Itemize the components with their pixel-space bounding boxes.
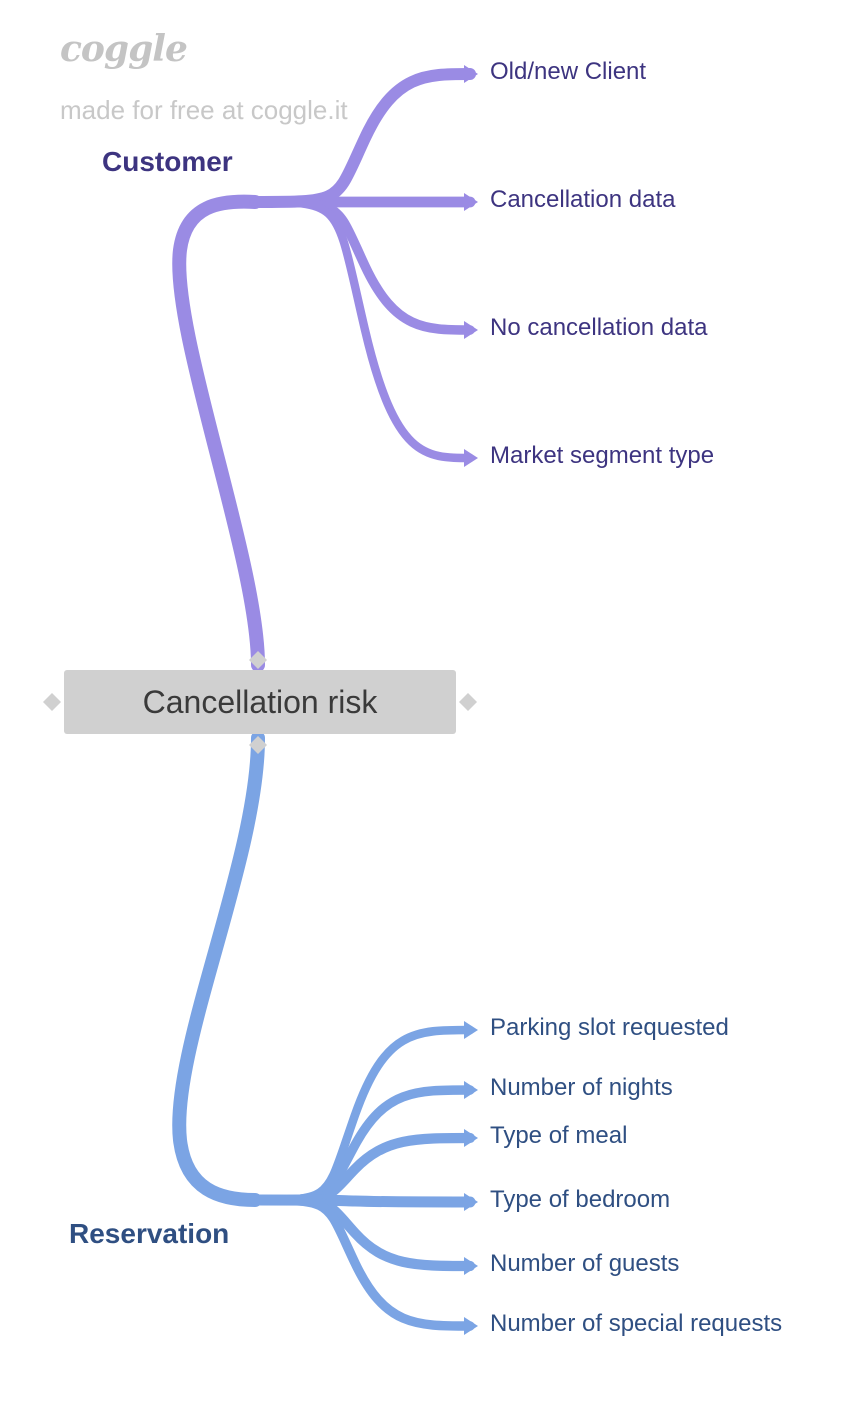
arrow-reservation-leaf — [464, 1257, 478, 1275]
leaf-cancellation-data[interactable]: Cancellation data — [490, 186, 676, 213]
arrow-customer-leaf — [464, 321, 478, 339]
leaf-no-cancellation-data[interactable]: No cancellation data — [490, 314, 708, 341]
branch-label-customer[interactable]: Customer — [102, 146, 233, 177]
root-handle — [249, 736, 267, 754]
root-label: Cancellation risk — [142, 683, 378, 720]
leaf-type-of-meal[interactable]: Type of meal — [490, 1122, 628, 1149]
leaf-number-of-special-requests[interactable]: Number of special requests — [490, 1310, 783, 1337]
arrow-reservation-leaf — [464, 1193, 478, 1211]
root-node[interactable]: Cancellation risk — [64, 670, 456, 734]
trunk-customer — [172, 194, 265, 672]
arrow-reservation-leaf — [464, 1129, 478, 1147]
leaf-number-of-guests[interactable]: Number of guests — [490, 1250, 680, 1277]
arrow-customer-leaf — [464, 449, 478, 467]
leaf-old-new-client[interactable]: Old/new Client — [490, 58, 647, 85]
watermark-text: made for free at coggle.it — [60, 95, 348, 125]
edge-customer-leaf — [249, 68, 476, 208]
arrow-reservation-leaf — [464, 1317, 478, 1335]
leaf-market-segment-type[interactable]: Market segment type — [490, 442, 715, 469]
coggle-logo: coggle — [60, 28, 188, 70]
connector-lines — [43, 65, 478, 1335]
arrow-reservation-leaf — [464, 1021, 478, 1039]
leaf-number-of-nights[interactable]: Number of nights — [490, 1074, 673, 1101]
arrow-customer-leaf — [464, 193, 478, 211]
edge-reservation-leaf — [249, 1194, 476, 1272]
edge-reservation-leaf — [250, 1195, 475, 1331]
edge-reservation-leaf — [250, 1025, 475, 1205]
arrow-reservation-leaf — [464, 1081, 478, 1099]
root-handle — [249, 651, 267, 669]
root-handle — [43, 693, 61, 711]
leaf-parking-slot-requested[interactable]: Parking slot requested — [490, 1014, 729, 1041]
branch-label-reservation[interactable]: Reservation — [69, 1218, 230, 1249]
edge-customer-leaf — [250, 197, 475, 463]
edge-reservation-leaf — [249, 1132, 476, 1206]
arrow-customer-leaf — [464, 65, 478, 83]
root-handle — [459, 693, 477, 711]
leaf-type-of-bedroom[interactable]: Type of bedroom — [490, 1186, 671, 1213]
trunk-reservation — [172, 731, 265, 1207]
